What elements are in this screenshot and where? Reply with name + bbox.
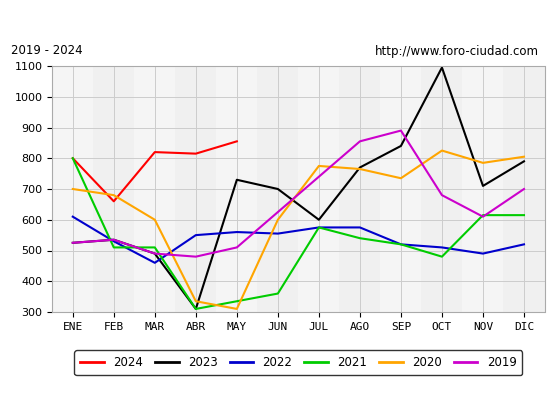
Legend: 2024, 2023, 2022, 2021, 2020, 2019: 2024, 2023, 2022, 2021, 2020, 2019 bbox=[74, 350, 522, 375]
Bar bbox=[463, 66, 503, 312]
Bar bbox=[298, 66, 339, 312]
Bar bbox=[381, 66, 421, 312]
Text: http://www.foro-ciudad.com: http://www.foro-ciudad.com bbox=[375, 44, 539, 58]
Bar bbox=[216, 66, 257, 312]
Bar bbox=[134, 66, 175, 312]
Bar bbox=[52, 66, 94, 312]
Text: 2019 - 2024: 2019 - 2024 bbox=[11, 44, 82, 58]
Text: Evolucion Nº Turistas Extranjeros en el municipio de Algemesí: Evolucion Nº Turistas Extranjeros en el … bbox=[48, 12, 502, 28]
